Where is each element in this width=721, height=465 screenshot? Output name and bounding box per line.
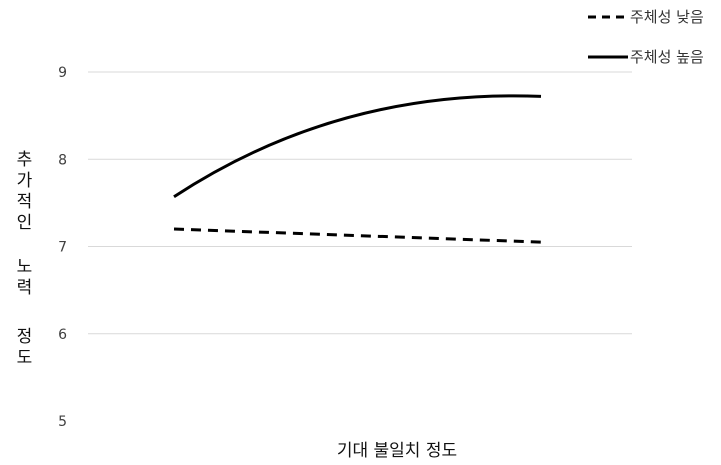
series-line-high	[173, 94, 542, 199]
legend-item-high: 주체성 높음	[588, 48, 704, 66]
y-tick-labels: 5 6 7 8 9	[58, 65, 67, 430]
legend-label-high: 주체성 높음	[630, 48, 704, 66]
legend-item-low: 주체성 낮음	[588, 8, 704, 26]
y-axis-label-part-2: 노력	[12, 257, 32, 299]
y-tick-label-5: 5	[58, 414, 67, 430]
x-axis-label: 기대 불일치 정도	[337, 441, 457, 461]
y-tick-label-7: 7	[58, 240, 67, 256]
legend: 주체성 낮음 주체성 높음	[588, 8, 704, 66]
y-axis-label-part-3: 정도	[12, 327, 32, 369]
y-tick-label-9: 9	[58, 65, 67, 81]
y-axis-label: 추가적인 노력 정도	[12, 150, 32, 369]
series-line-low	[173, 227, 542, 244]
y-tick-label-8: 8	[58, 152, 67, 168]
legend-label-low: 주체성 낮음	[630, 8, 704, 26]
y-tick-label-6: 6	[58, 327, 67, 343]
y-axis-label-part-1: 추가적인	[12, 150, 32, 234]
series-lines	[173, 94, 542, 244]
gridlines	[88, 71, 632, 335]
